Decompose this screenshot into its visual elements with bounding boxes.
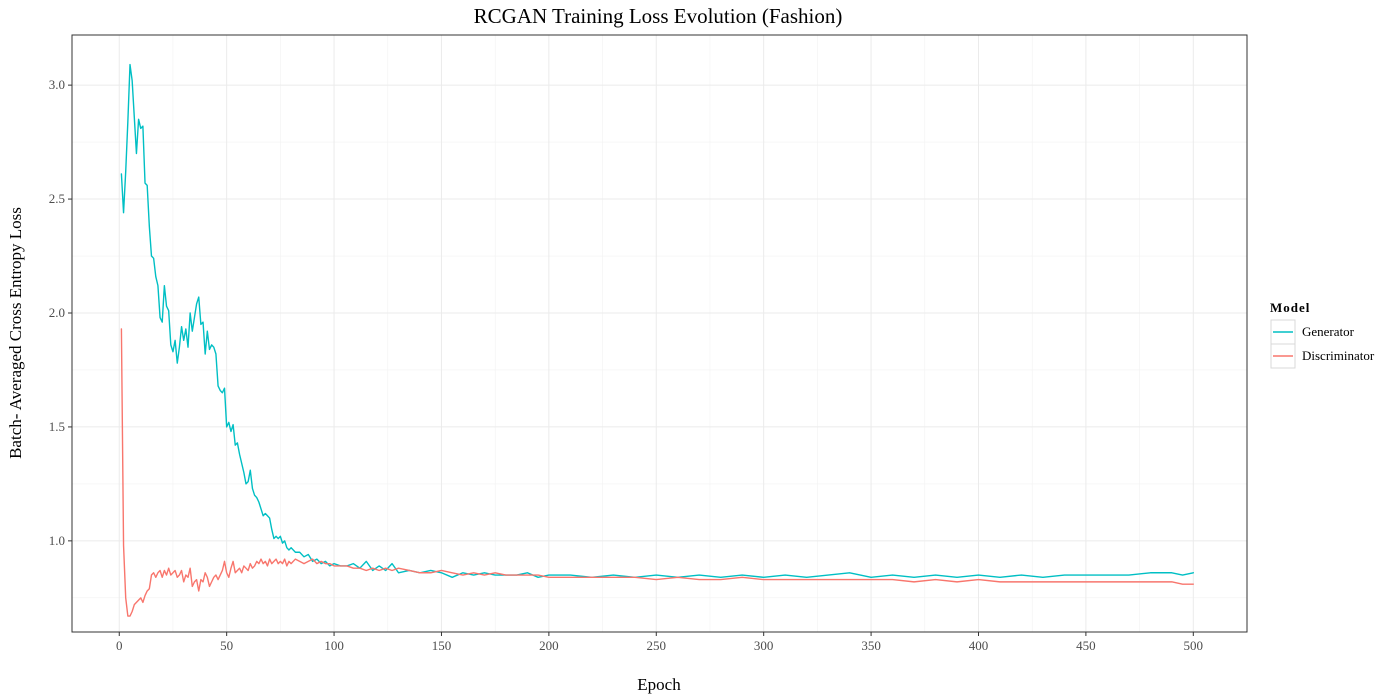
x-tick-label: 100 — [324, 638, 344, 653]
y-tick-label: 1.5 — [49, 419, 65, 434]
x-tick-label: 250 — [647, 638, 667, 653]
y-axis-ticks: 1.0 1.5 2.0 2.5 3.0 — [49, 77, 72, 548]
y-tick-label: 2.5 — [49, 191, 65, 206]
x-tick-label: 200 — [539, 638, 559, 653]
y-tick-label: 3.0 — [49, 77, 65, 92]
plot-panel — [72, 35, 1247, 632]
x-tick-label: 50 — [220, 638, 233, 653]
plot-border — [71, 34, 1248, 633]
x-axis-title: Epoch — [637, 675, 681, 694]
x-tick-label: 450 — [1076, 638, 1096, 653]
legend-label: Discriminator — [1302, 348, 1375, 363]
x-tick-label: 500 — [1184, 638, 1204, 653]
series-line-discriminator — [120, 328, 1195, 617]
series-layer — [120, 63, 1195, 617]
legend: Model Generator Discriminator — [1270, 300, 1375, 369]
major-gridlines — [72, 35, 1247, 632]
x-tick-label: 150 — [432, 638, 452, 653]
x-tick-label: 350 — [861, 638, 881, 653]
legend-item-discriminator: Discriminator — [1270, 343, 1375, 369]
x-axis-ticks: 0 50 100 150 200 250 300 350 400 450 500 — [116, 632, 1203, 653]
y-tick-label: 2.0 — [49, 305, 65, 320]
y-axis-title: Batch- Averaged Cross Entropy Loss — [6, 207, 25, 459]
series-line-generator — [120, 63, 1195, 579]
x-tick-label: 400 — [969, 638, 989, 653]
y-tick-label: 1.0 — [49, 533, 65, 548]
legend-title: Model — [1270, 300, 1310, 315]
chart-title: RCGAN Training Loss Evolution (Fashion) — [474, 4, 843, 28]
legend-item-generator: Generator — [1270, 319, 1355, 345]
x-tick-label: 300 — [754, 638, 774, 653]
legend-label: Generator — [1302, 324, 1355, 339]
x-tick-label: 0 — [116, 638, 123, 653]
